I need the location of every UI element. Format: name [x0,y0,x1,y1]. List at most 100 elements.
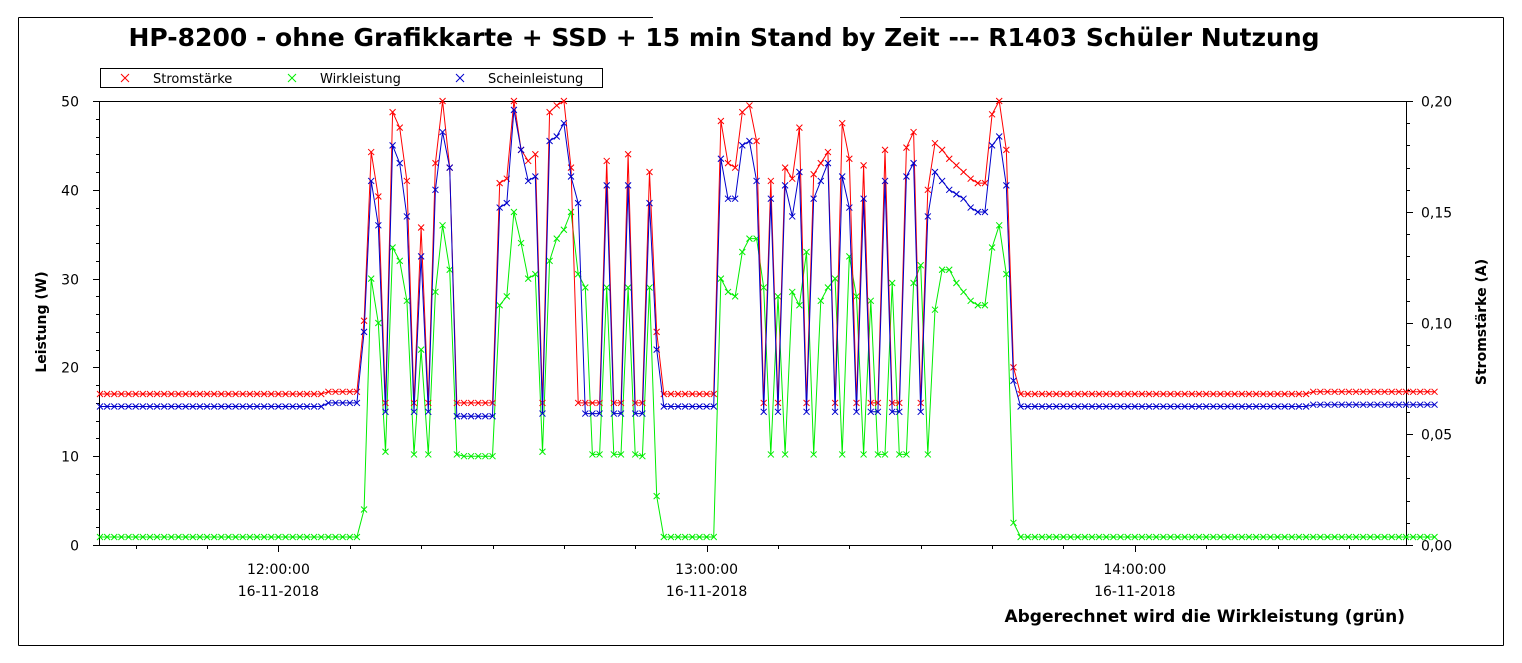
data-point-marker [382,448,389,456]
data-point-marker [917,408,925,416]
data-point-marker [303,403,311,410]
data-point-marker [346,399,354,407]
data-point-marker [1017,403,1024,410]
data-point-marker [403,177,411,185]
data-point-marker [553,102,561,109]
data-point-marker [132,533,140,541]
data-point-marker [510,97,518,105]
data-point-marker [1302,403,1310,410]
data-point-marker [560,97,568,105]
data-point-marker [353,533,361,541]
legend: Stromstärke Wirkleistung Scheinleistung [100,68,603,88]
data-point-marker [246,390,254,398]
data-point-marker [103,390,111,398]
data-point-marker [738,108,746,116]
data-point-marker [1366,401,1374,409]
data-point-marker [1281,533,1289,541]
data-point-marker [246,403,254,410]
data-point-marker [1259,390,1267,398]
data-point-marker [210,533,218,541]
data-point-marker [125,533,132,541]
data-point-marker [931,139,939,147]
data-point-marker [1295,390,1303,398]
data-point-marker [1202,390,1210,398]
data-point-marker [674,403,682,410]
data-point-marker [396,124,404,131]
data-point-marker [225,533,232,541]
data-point-marker [1424,533,1431,541]
data-point-marker [396,257,404,265]
data-point-marker [817,297,825,305]
data-point-marker [1317,533,1324,541]
data-point-marker [1259,403,1267,410]
data-point-marker [146,533,154,541]
data-point-marker [674,390,682,398]
data-point-marker [1267,390,1274,398]
data-point-marker [717,275,725,282]
data-point-marker [603,182,611,189]
data-point-marker [253,533,261,541]
data-point-marker [1274,403,1281,410]
data-point-marker [1324,388,1331,396]
data-point-marker [1117,533,1124,541]
data-point-marker [1052,403,1060,410]
plot-area [99,101,1407,546]
data-point-marker [931,306,939,314]
data-point-marker [724,195,732,203]
data-point-marker [403,297,411,305]
data-point-marker [1174,390,1181,398]
data-point-marker [1074,390,1082,398]
data-point-marker [788,175,796,183]
data-point-marker [688,403,696,410]
data-point-marker [810,195,818,203]
data-point-marker [1102,390,1110,398]
data-point-marker [332,533,339,541]
data-point-marker [731,164,739,171]
data-point-marker [146,403,154,410]
y-axis-left-label: Leistung (W) [34,271,50,372]
data-point-marker [774,408,782,416]
data-point-marker [960,168,967,176]
data-point-marker [275,403,282,410]
data-point-marker [110,403,118,410]
data-point-marker [1224,390,1231,398]
data-point-marker [503,293,511,300]
data-point-marker [1338,388,1346,396]
data-point-marker [203,390,211,398]
data-point-marker [1002,146,1010,154]
data-point-marker [660,403,668,410]
data-point-marker [1131,390,1139,398]
data-point-marker [967,204,975,211]
data-point-marker [1345,401,1353,409]
data-point-marker [810,451,818,458]
data-point-marker [1131,533,1139,541]
data-point-marker [524,157,532,165]
data-point-marker [1431,388,1438,396]
data-point-marker [1081,403,1089,410]
legend-label: Scheinleistung [488,72,583,87]
data-point-marker [1288,533,1296,541]
data-point-marker [1081,390,1089,398]
data-point-marker [1052,533,1060,541]
data-point-marker [881,177,889,185]
data-point-marker [1352,388,1360,396]
data-point-marker [1060,403,1067,410]
data-point-marker [660,533,668,541]
data-point-marker [367,177,375,185]
data-point-marker [1167,390,1174,398]
data-point-marker [774,293,782,300]
y-right-tick-label: 0,00 [1421,539,1452,555]
data-point-marker [1224,403,1231,410]
data-point-marker [439,97,446,105]
data-point-marker [474,412,482,420]
chart-footnote: Abgerechnet wird die Wirkleistung (grün) [1004,607,1405,627]
data-point-marker [710,403,718,410]
data-point-marker [639,410,646,417]
data-point-marker [103,403,111,410]
data-point-marker [1038,533,1046,541]
data-point-marker [1345,388,1353,396]
data-point-marker [553,235,561,242]
data-point-marker [146,390,154,398]
data-point-marker [1309,401,1317,409]
